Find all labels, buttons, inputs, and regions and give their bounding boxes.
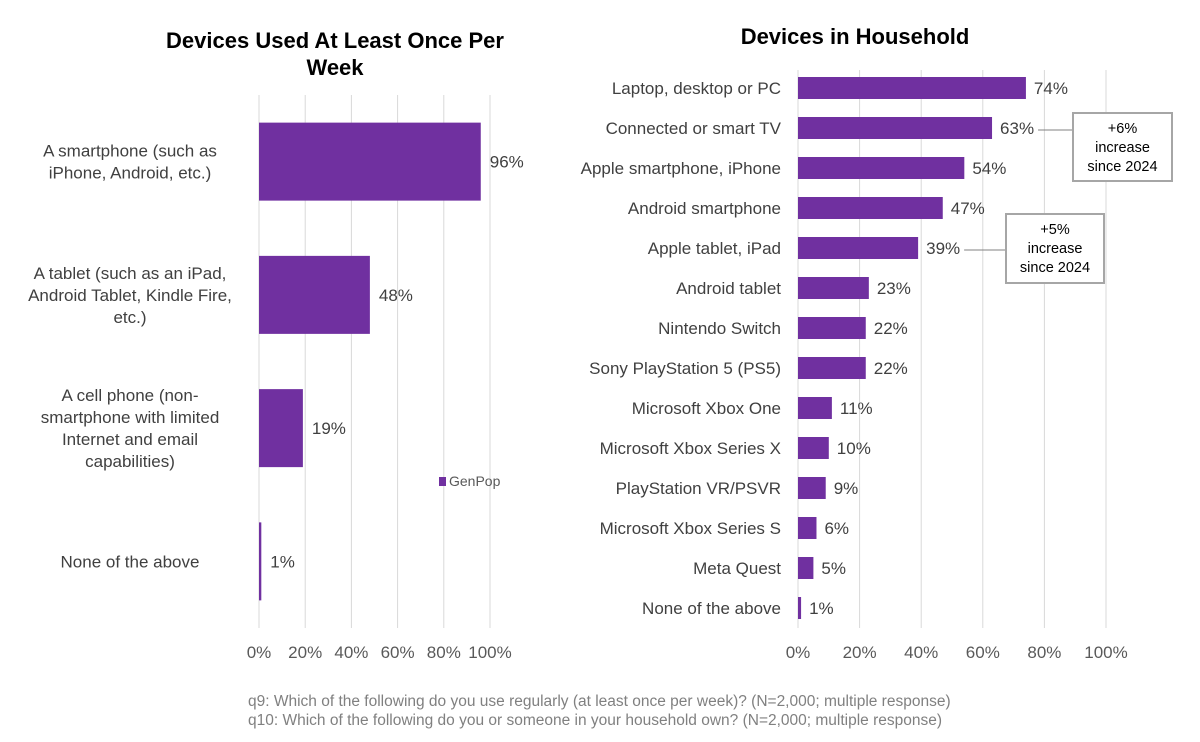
category-label: Apple smartphone, iPhone (581, 159, 781, 178)
callout-text: increase (1028, 241, 1083, 257)
data-label: 23% (877, 279, 911, 298)
bar (798, 317, 866, 339)
data-label: 54% (972, 159, 1006, 178)
data-label: 11% (840, 399, 873, 418)
category-label: Meta Quest (693, 559, 781, 578)
chart-title: Week (306, 55, 364, 80)
bar (798, 277, 869, 299)
bar (798, 357, 866, 379)
category-label: Android smartphone (628, 199, 781, 218)
bar (798, 197, 943, 219)
x-tick-label: 0% (247, 643, 272, 662)
chart-title: Devices in Household (741, 24, 970, 49)
bar (798, 477, 826, 499)
category-label: Android Tablet, Kindle Fire, (28, 286, 232, 305)
bar (798, 557, 814, 579)
category-label: Nintendo Switch (658, 319, 781, 338)
data-label: 1% (809, 599, 834, 618)
bar (798, 77, 1026, 99)
callout-text: since 2024 (1020, 260, 1090, 276)
data-label: 63% (1000, 119, 1034, 138)
category-label: iPhone, Android, etc.) (49, 164, 212, 183)
data-label: 74% (1034, 79, 1068, 98)
footnote: q9: Which of the following do you use re… (248, 693, 951, 710)
category-label: capabilities) (85, 452, 175, 471)
category-label: Android tablet (676, 279, 781, 298)
category-label: smartphone with limited (41, 408, 220, 427)
x-tick-label: 20% (288, 643, 322, 662)
bar (798, 517, 817, 539)
bar (798, 117, 993, 139)
category-label: Connected or smart TV (606, 119, 782, 138)
data-label: 22% (874, 359, 908, 378)
data-label: 96% (490, 153, 524, 172)
legend-swatch (439, 477, 446, 486)
category-label: Apple tablet, iPad (648, 239, 781, 258)
x-tick-label: 100% (1084, 643, 1127, 662)
category-label: PlayStation VR/PSVR (616, 479, 781, 498)
category-label: Microsoft Xbox Series X (600, 439, 781, 458)
callout-box (1005, 213, 1105, 284)
data-label: 5% (821, 559, 846, 578)
x-tick-label: 100% (468, 643, 511, 662)
x-tick-label: 20% (843, 643, 877, 662)
data-label: 10% (837, 439, 871, 458)
callout-box (1072, 112, 1173, 182)
callout-text: since 2024 (1087, 159, 1157, 175)
x-tick-label: 60% (966, 643, 1000, 662)
x-tick-label: 40% (334, 643, 368, 662)
bar (798, 397, 832, 419)
bar (798, 437, 829, 459)
bar (798, 597, 802, 619)
data-label: 48% (379, 286, 413, 305)
category-label: None of the above (642, 599, 781, 618)
callout-text: +5% (1040, 222, 1070, 238)
category-label: A smartphone (such as (43, 142, 217, 161)
data-label: 19% (312, 419, 346, 438)
category-label: Internet and email (62, 430, 198, 449)
data-label: 22% (874, 319, 908, 338)
bar (259, 255, 370, 334)
category-label: etc.) (113, 308, 146, 327)
category-label: Microsoft Xbox Series S (600, 519, 781, 538)
data-label: 6% (824, 519, 849, 538)
data-label: 9% (834, 479, 859, 498)
bar (259, 522, 262, 601)
callout-text: +6% (1108, 121, 1138, 137)
chart-title: Devices Used At Least Once Per (166, 28, 504, 53)
data-label: 39% (926, 239, 960, 258)
x-tick-label: 80% (427, 643, 461, 662)
x-tick-label: 80% (1027, 643, 1061, 662)
category-label: A tablet (such as an iPad, (34, 264, 227, 283)
data-label: 1% (270, 552, 295, 571)
category-label: Sony PlayStation 5 (PS5) (589, 359, 781, 378)
x-tick-label: 0% (786, 643, 811, 662)
category-label: None of the above (61, 552, 200, 571)
bar (259, 389, 303, 468)
x-tick-label: 40% (904, 643, 938, 662)
footnote: q10: Which of the following do you or so… (248, 712, 942, 729)
category-label: Microsoft Xbox One (632, 399, 781, 418)
callout-text: increase (1095, 140, 1150, 156)
category-label: A cell phone (non- (61, 386, 198, 405)
bar (259, 122, 481, 201)
legend-label: GenPop (449, 473, 501, 489)
bar (798, 157, 965, 179)
bar (798, 237, 919, 259)
category-label: Laptop, desktop or PC (612, 79, 781, 98)
x-tick-label: 60% (381, 643, 415, 662)
data-label: 47% (951, 199, 985, 218)
